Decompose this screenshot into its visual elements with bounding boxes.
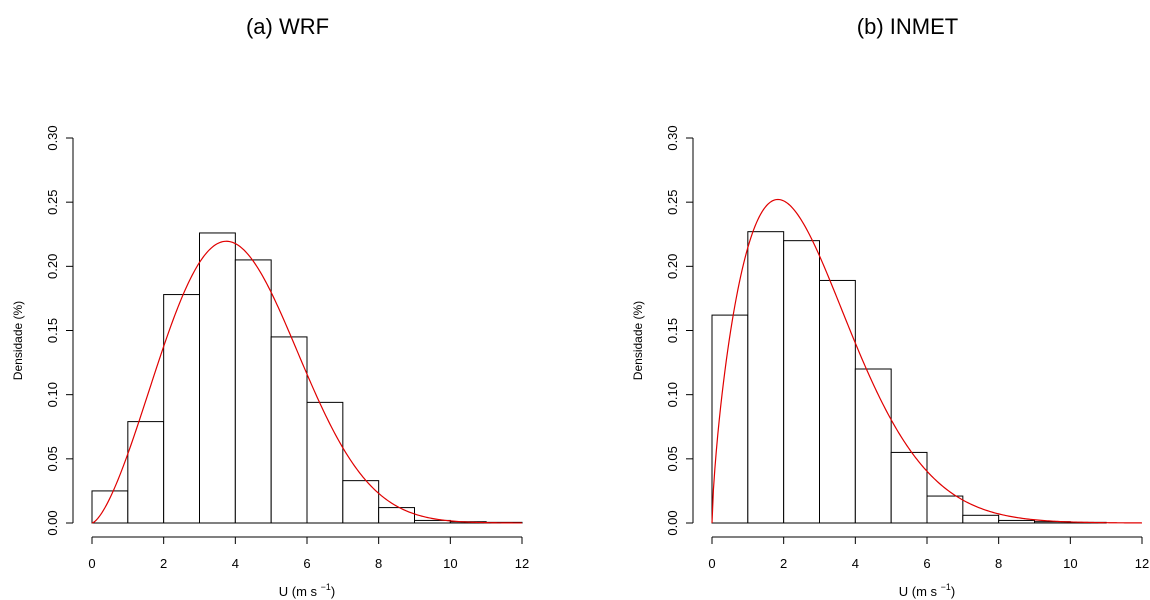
y-tick-label: 0.20 [45, 254, 60, 279]
x-tick-label: 8 [995, 556, 1002, 571]
y-tick-label: 0.30 [45, 125, 60, 150]
x-tick-label: 10 [1063, 556, 1077, 571]
x-tick-label: 12 [1135, 556, 1149, 571]
histogram-bar [962, 514, 1000, 524]
histogram-bar [234, 259, 272, 524]
x-tick-label: 4 [232, 556, 239, 571]
x-tick-label: 2 [780, 556, 787, 571]
x-tick-label: 8 [375, 556, 382, 571]
histogram-bar [199, 232, 236, 524]
histogram-bar [163, 294, 201, 524]
panel-inmet: (b) INMET 0 2 4 6 8 10 12 U (m s −1) 0.00 0.05 0.1… [620, 0, 1150, 600]
y-tick-label: 0.15 [45, 318, 60, 343]
chart-title: (b) INMET [856, 14, 959, 39]
x-tick-label: 6 [923, 556, 930, 571]
y-tick-label: 0.20 [665, 254, 680, 279]
y-axis-label: Densidade (%) [11, 301, 25, 380]
y-tick-label: 0.00 [665, 510, 680, 535]
x-tick-label: 10 [443, 556, 457, 571]
histogram-wrf: 0 2 4 6 8 10 12U (m s −1)0.000.050.100.150.200… [11, 125, 529, 599]
histogram-bar [306, 401, 344, 524]
x-tick-label: 12 [515, 556, 529, 571]
histogram-bar [890, 451, 928, 524]
y-axis: 0.00 0.05 0.10 0.15 0.20 0.25 0.30 Densidade (%… [11, 125, 74, 536]
density-curve [711, 198, 1143, 524]
y-axis: 0.00 0.05 0.10 0.15 0.20 0.25 0.30 Densidade (%… [631, 125, 694, 536]
y-tick-label: 0.30 [665, 125, 680, 150]
histogram-bar [819, 279, 856, 524]
y-axis-label: Densidade (%) [631, 301, 645, 380]
y-tick-label: 0.05 [45, 446, 60, 471]
histogram-bar [854, 368, 892, 524]
histogram-bar [127, 421, 165, 524]
histogram-inmet: 0 2 4 6 8 10 12U (m s −1)0.000.050.100.150.200… [631, 125, 1149, 599]
y-tick-label: 0.10 [665, 382, 680, 407]
histogram-bar [378, 507, 415, 524]
panel-wrf: (a) WRF 0 2 4 6 8 10 12 U (m s −1) 0.00 0.05 0.10 0… [11, 14, 529, 599]
histogram-bars [91, 232, 523, 524]
y-tick-label: 0.25 [665, 190, 680, 215]
histogram-bar [926, 495, 964, 524]
histogram-bar [342, 480, 380, 524]
y-tick-label: 0.05 [665, 446, 680, 471]
y-tick-label: 0.10 [45, 382, 60, 407]
y-tick-label: 0.25 [45, 190, 60, 215]
y-tick-label: 0.00 [45, 510, 60, 535]
x-axis: 0 2 4 6 8 10 12 U (m s −1) [88, 536, 529, 599]
x-axis: 0 2 4 6 8 10 12 U (m s −1) [708, 536, 1149, 599]
x-tick-label: 4 [852, 556, 859, 571]
histogram-bars [711, 231, 1107, 524]
x-tick-label: 6 [303, 556, 310, 571]
x-axis-label: U (m s −1) [279, 582, 336, 599]
y-tick-label: 0.15 [665, 318, 680, 343]
histogram-bar [998, 519, 1035, 524]
x-tick-label: 2 [160, 556, 167, 571]
x-tick-label: 0 [708, 556, 715, 571]
histogram-bar [270, 336, 308, 524]
x-tick-label: 0 [88, 556, 95, 571]
density-curve [91, 240, 522, 524]
x-axis-label: U (m s −1) [899, 582, 956, 599]
histogram-bar [747, 231, 785, 524]
histogram-bar [711, 314, 749, 524]
histogram-bar [783, 240, 821, 524]
chart-title: (a) WRF [245, 14, 330, 39]
